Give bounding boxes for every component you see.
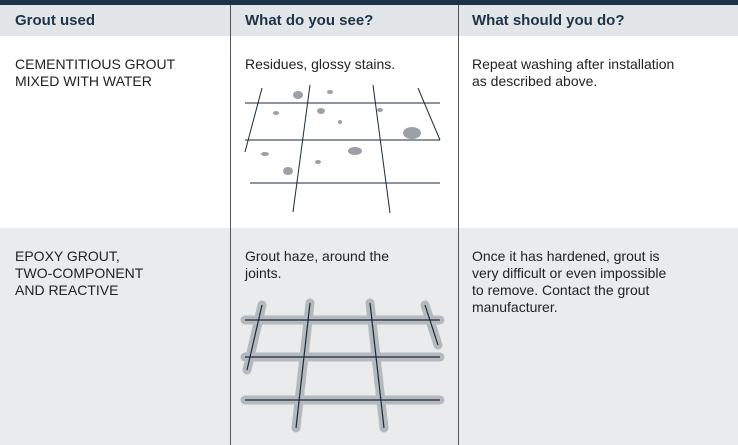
cell-text: Residues, glossy stains. xyxy=(245,56,396,72)
cell-text: CEMENTITIOUS GROUT xyxy=(15,56,176,72)
cell-text: Repeat washing after installation xyxy=(472,56,675,72)
cell-text: very difficult or even impossible xyxy=(472,265,667,281)
cell-text: AND REACTIVE xyxy=(15,282,119,298)
stains xyxy=(261,90,421,175)
row-background xyxy=(0,228,738,445)
haze xyxy=(240,298,445,433)
cell-text: to remove. Contact the grout xyxy=(472,282,650,298)
cell-text: joints. xyxy=(245,265,282,281)
cell-text: TWO-COMPONENT xyxy=(15,265,144,281)
column-divider xyxy=(458,5,459,445)
column-divider xyxy=(230,5,231,445)
joints xyxy=(245,302,440,429)
cell-text: manufacturer. xyxy=(472,299,558,315)
cell-text: EPOXY GROUT, xyxy=(15,248,120,264)
cell-text: MIXED WITH WATER xyxy=(15,73,152,89)
header-background xyxy=(0,0,738,36)
residue-illustration xyxy=(244,84,441,214)
cell-text: as described above. xyxy=(472,73,598,89)
header-cell: What do you see? xyxy=(245,12,374,29)
header-cell: Grout used xyxy=(15,12,96,29)
header-cell: What should you do? xyxy=(472,12,625,29)
cell-text: Grout haze, around the xyxy=(245,248,389,264)
cell-text: Once it has hardened, grout is xyxy=(472,248,660,264)
